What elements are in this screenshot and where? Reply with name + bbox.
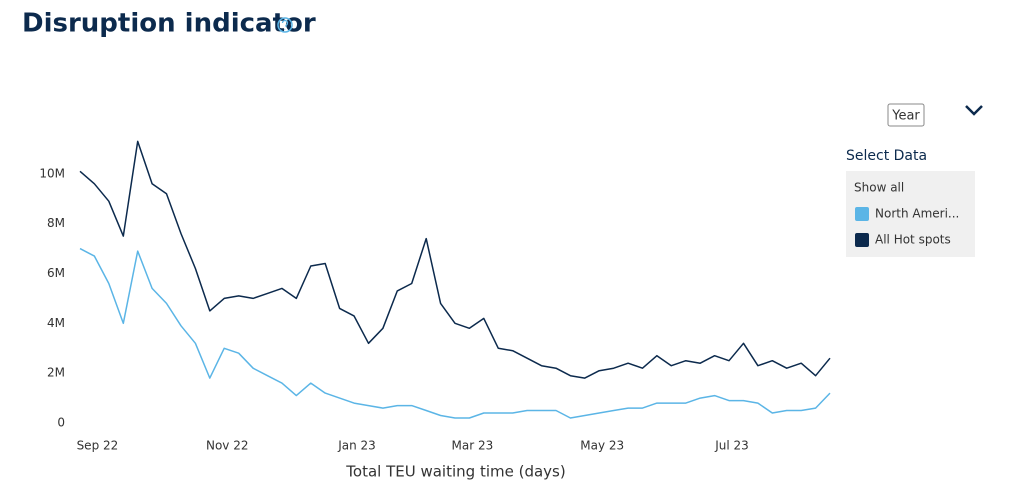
help-icon[interactable] [277,17,293,33]
period-label: Year [891,109,920,124]
period-button[interactable] [887,103,925,127]
y-tick-label: 0 [57,416,65,430]
dropdown-chevron[interactable] [965,105,983,116]
series-line [79,140,831,379]
show-all[interactable]: Show all [854,181,904,195]
x-tick-label: Sep 22 [77,439,119,453]
help-glyph [281,19,289,30]
y-tick-label: 10M [39,166,65,180]
series-line [79,247,831,419]
legend-label[interactable]: North Ameri... [875,207,959,221]
x-tick-label: Nov 22 [206,439,249,453]
select-label: Select Data [846,148,927,164]
x-tick-label: Jul 23 [714,439,749,453]
x-tick-label: Mar 23 [452,439,494,453]
x-tick-label: May 23 [580,439,624,453]
legend-label[interactable]: All Hot spots [875,233,951,247]
y-tick-label: 6M [47,266,65,280]
legend-swatch [855,233,869,247]
y-tick-label: 4M [47,316,65,330]
chart-title: Disruption indicator [22,9,316,39]
legend-swatch [855,207,869,221]
x-axis-label: Total TEU waiting time (days) [345,463,565,481]
y-tick-label: 2M [47,366,65,380]
y-tick-label: 8M [47,216,65,230]
x-tick-label: Jan 23 [337,439,376,453]
